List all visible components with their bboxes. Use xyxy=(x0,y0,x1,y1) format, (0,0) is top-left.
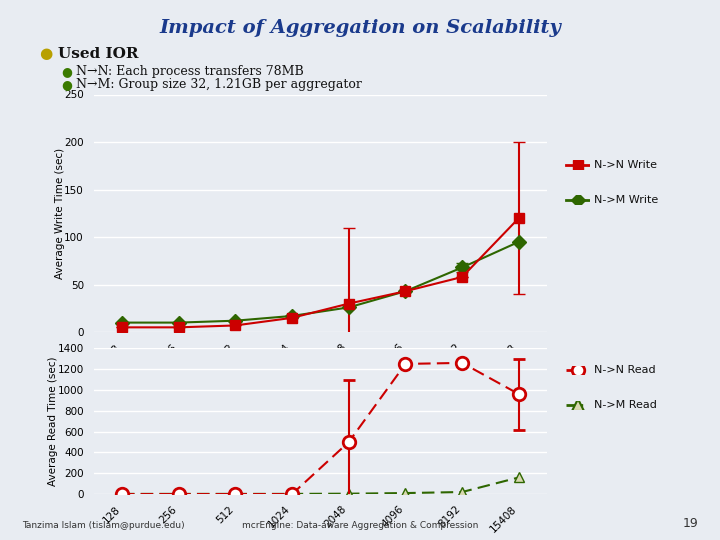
Text: Impact of Aggregation on Scalability: Impact of Aggregation on Scalability xyxy=(159,19,561,37)
Text: ●: ● xyxy=(40,46,53,62)
Y-axis label: Average Write Time (sec): Average Write Time (sec) xyxy=(55,148,65,279)
Text: N→M: Group size 32, 1.21GB per aggregator: N→M: Group size 32, 1.21GB per aggregato… xyxy=(76,78,361,91)
Text: N→N: Each process transfers 78MB: N→N: Each process transfers 78MB xyxy=(76,65,303,78)
Text: N->N Write: N->N Write xyxy=(594,160,657,170)
Text: mcrEngine: Data-aware Aggregation & Compression: mcrEngine: Data-aware Aggregation & Comp… xyxy=(242,521,478,530)
Text: Used IOR: Used IOR xyxy=(58,47,138,61)
Text: N->N Read: N->N Read xyxy=(594,365,656,375)
Text: 19: 19 xyxy=(683,517,698,530)
Text: N->M Write: N->M Write xyxy=(594,195,658,205)
Text: ●: ● xyxy=(61,65,72,78)
Text: ●: ● xyxy=(61,78,72,91)
Text: N->M Read: N->M Read xyxy=(594,400,657,410)
Y-axis label: Average Read Time (sec): Average Read Time (sec) xyxy=(48,356,58,486)
Text: Tanzima Islam (tislam@purdue.edu): Tanzima Islam (tislam@purdue.edu) xyxy=(22,521,184,530)
